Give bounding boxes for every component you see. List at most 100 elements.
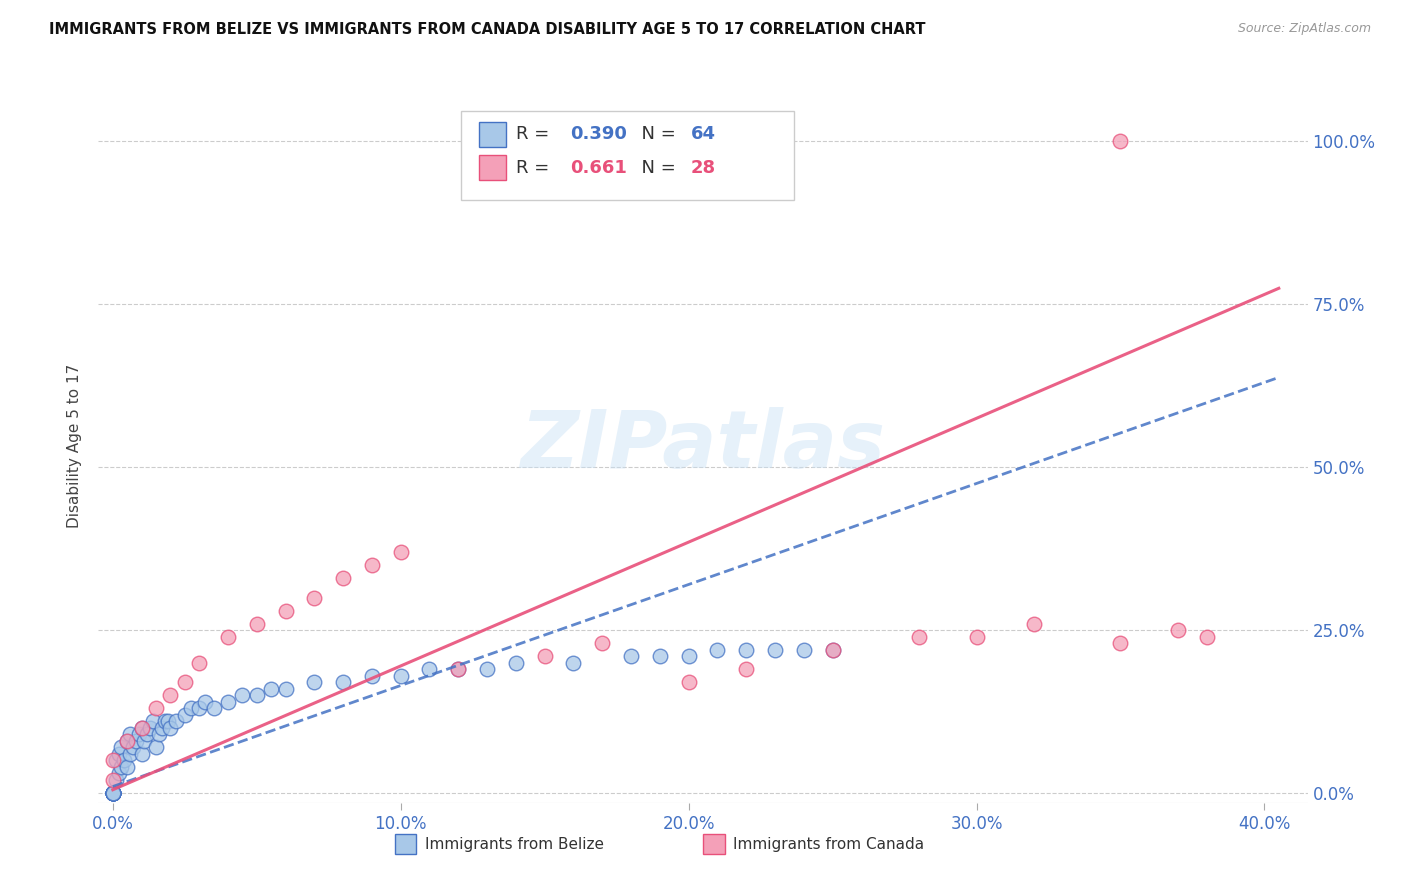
Point (153, 714, 176, 729)
Point (678, 675, 700, 690)
Point (332, 571, 354, 585)
Point (101, 786, 124, 800)
Point (1022, 616, 1045, 631)
Point (115, 734, 138, 748)
Point (159, 721, 181, 735)
Point (1109, 134, 1132, 148)
Point (908, 630, 931, 644)
Text: N =: N = (630, 159, 682, 177)
Text: 0.661: 0.661 (569, 159, 627, 177)
Point (101, 786, 124, 800)
Point (188, 656, 211, 670)
Point (389, 669, 412, 683)
Point (562, 656, 585, 670)
Bar (703, 834, 724, 855)
Text: Immigrants from Belize: Immigrants from Belize (425, 837, 605, 852)
Point (173, 707, 195, 722)
Point (145, 740, 167, 755)
Point (304, 675, 326, 690)
Point (101, 786, 124, 800)
Point (389, 545, 412, 559)
Point (821, 642, 844, 657)
Point (447, 662, 470, 676)
Point (104, 772, 127, 787)
Text: R =: R = (516, 159, 554, 177)
Point (101, 786, 124, 800)
Point (620, 649, 643, 664)
Point (180, 701, 202, 715)
Point (173, 675, 195, 690)
Point (120, 727, 142, 741)
Point (533, 649, 555, 664)
Point (131, 721, 153, 735)
Point (101, 786, 124, 800)
Point (217, 695, 239, 709)
Point (706, 642, 728, 657)
Point (361, 669, 384, 683)
Point (361, 558, 384, 572)
Point (101, 786, 124, 800)
Point (148, 727, 170, 741)
Point (246, 688, 269, 702)
Text: Immigrants from Canada: Immigrants from Canada (734, 837, 924, 852)
Point (735, 662, 758, 676)
Point (821, 642, 844, 657)
Point (332, 675, 354, 690)
Point (735, 642, 758, 657)
Point (648, 649, 671, 664)
Text: 0.390: 0.390 (569, 125, 627, 143)
Bar (479, 155, 506, 180)
Point (304, 591, 326, 605)
Text: ZIPatlas: ZIPatlas (520, 407, 886, 485)
Point (591, 636, 613, 650)
Point (418, 662, 440, 676)
Text: 64: 64 (690, 125, 716, 143)
Point (260, 681, 283, 696)
Point (112, 754, 135, 768)
Point (134, 734, 156, 748)
Point (447, 662, 470, 676)
Point (101, 786, 124, 800)
Point (150, 721, 173, 735)
Point (217, 630, 239, 644)
Point (101, 786, 124, 800)
Point (131, 721, 153, 735)
Point (107, 766, 129, 780)
Point (246, 616, 269, 631)
Point (131, 747, 153, 761)
FancyBboxPatch shape (461, 111, 793, 200)
Text: R =: R = (516, 125, 554, 143)
Text: N =: N = (630, 125, 682, 143)
Point (101, 786, 124, 800)
Point (231, 688, 253, 702)
Point (1195, 630, 1218, 644)
Point (188, 701, 211, 715)
Point (101, 786, 124, 800)
Point (101, 772, 124, 787)
Text: Source: ZipAtlas.com: Source: ZipAtlas.com (1237, 22, 1371, 36)
Point (1167, 623, 1189, 637)
Point (505, 656, 527, 670)
Point (678, 649, 700, 664)
Point (125, 734, 148, 748)
Point (966, 630, 988, 644)
Point (159, 688, 181, 702)
Point (145, 701, 167, 715)
Point (475, 662, 498, 676)
Point (202, 701, 225, 715)
Y-axis label: Disability Age 5 to 17: Disability Age 5 to 17 (67, 364, 83, 528)
Point (194, 695, 217, 709)
Point (165, 714, 187, 729)
Point (122, 740, 145, 755)
Point (107, 747, 129, 761)
Point (110, 740, 132, 755)
Point (115, 734, 138, 748)
Point (139, 721, 162, 735)
Point (274, 603, 297, 617)
Point (101, 754, 124, 768)
Point (793, 642, 815, 657)
Point (120, 747, 142, 761)
Point (115, 760, 138, 774)
Point (274, 681, 297, 696)
Bar (479, 121, 506, 146)
